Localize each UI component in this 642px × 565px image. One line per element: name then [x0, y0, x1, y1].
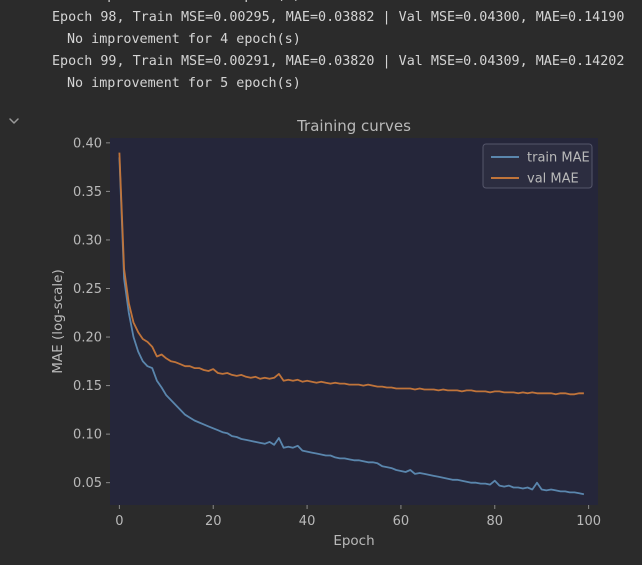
y-tick-label: 0.05: [73, 476, 102, 491]
series-line-val-mae: [118, 152, 584, 396]
y-tick-label: 0.10: [73, 428, 102, 443]
x-tick-label: 20: [205, 514, 222, 529]
x-tick-label: 40: [299, 514, 316, 529]
y-tick-label: 0.30: [73, 233, 102, 248]
chart-title: Training curves: [296, 117, 411, 135]
y-axis-label: MAE (log-scale): [50, 269, 66, 373]
x-axis-label: Epoch: [333, 533, 374, 549]
chevron-down-icon: [9, 118, 19, 124]
epoch-summary-line: Epoch 99, Train MSE=0.00291, MAE=0.03820…: [52, 54, 625, 69]
x-tick-label: 60: [393, 514, 410, 529]
y-tick-label: 0.35: [73, 185, 102, 200]
y-tick-label: 0.25: [73, 282, 102, 297]
series-line-train-mae: [118, 157, 585, 496]
y-tick-label: 0.20: [73, 331, 102, 346]
x-tick-label: 0: [115, 514, 123, 529]
plot-area: [110, 138, 598, 505]
no-improvement-line: No improvement for 5 epoch(s): [67, 76, 301, 91]
no-improvement-line: No improvement for 4 epoch(s): [67, 32, 301, 47]
epoch-summary-line: Epoch 98, Train MSE=0.00295, MAE=0.03882…: [52, 10, 625, 25]
legend-entry: train MAE: [527, 151, 590, 166]
x-tick-label: 80: [486, 514, 503, 529]
x-tick-label: 100: [576, 514, 601, 529]
y-tick-label: 0.15: [73, 379, 102, 394]
chart-legend: train MAE val MAE: [482, 143, 593, 189]
training-curves-figure: Training curves 0.05 0.10 0.15 0.20 0.25 0.30 0…: [40, 108, 620, 558]
collapse-output-toggle[interactable]: [6, 113, 22, 129]
y-tick-label: 0.40: [73, 136, 102, 151]
legend-entry: val MAE: [527, 172, 579, 187]
training-curves-chart: Training curves 0.05 0.10 0.15 0.20 0.25 0.30 0…: [50, 117, 601, 549]
no-improvement-line: No improvement for 3 epoch(s): [67, 0, 301, 7]
